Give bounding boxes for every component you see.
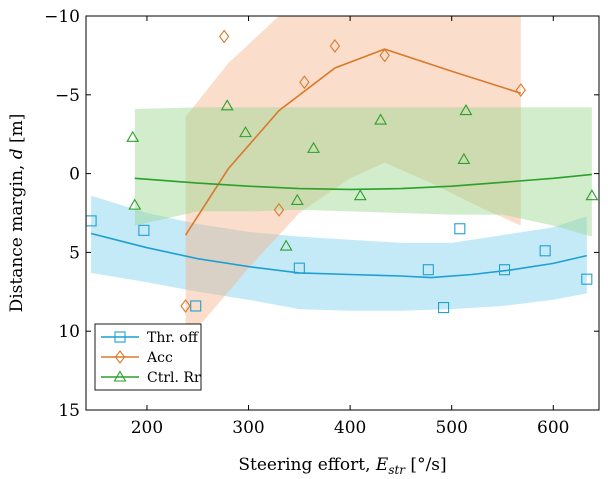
plot-frame: [85, 15, 600, 411]
y-tick-label: 15: [58, 401, 80, 421]
x-tick-label: 400: [334, 418, 366, 438]
point-ctrl-rr: [374, 113, 388, 125]
x-tick-label: 500: [435, 418, 467, 438]
fit-line-thr-off: [90, 232, 587, 279]
legend-label-acc: Acc: [146, 350, 173, 366]
band-thr-off: [91, 195, 587, 311]
point-ctrl-rr: [128, 198, 142, 210]
confidence-bands: [91, 16, 592, 332]
y-tick-label: 10: [58, 322, 80, 342]
point-acc: [515, 83, 526, 97]
point-ctrl-rr: [239, 126, 252, 138]
y-tick-label: 5: [69, 243, 80, 263]
y-tick-label: 0: [69, 165, 80, 185]
point-thr-off: [138, 224, 150, 236]
point-thr-off: [454, 223, 466, 235]
point-thr-off: [539, 245, 551, 257]
point-ctrl-rr: [457, 152, 471, 164]
legend-marker-ctrl-rr: [113, 370, 127, 382]
data-markers: [85, 29, 599, 314]
band-acc: [185, 16, 521, 332]
legend: Thr. off Acc Ctrl. Rr: [94, 323, 202, 391]
point-thr-off: [498, 264, 511, 276]
point-ctrl-rr: [220, 99, 234, 111]
y-tick-label: −5: [55, 86, 80, 106]
point-acc: [379, 48, 390, 63]
axis-ticks: 200 300 400 500 600 −10 −5 0 5 10 15: [44, 7, 599, 438]
point-ctrl-rr: [353, 189, 367, 201]
y-axis-label: Distance margin, d [m]: [7, 114, 27, 313]
point-ctrl-rr: [290, 193, 304, 205]
point-thr-off: [438, 302, 450, 314]
x-tick-label: 300: [232, 418, 264, 438]
point-acc: [218, 29, 230, 44]
fit-line-acc: [184, 48, 522, 236]
point-ctrl-rr: [279, 239, 293, 251]
legend-label-ctrl-rr: Ctrl. Rr: [147, 370, 201, 386]
point-ctrl-rr: [126, 130, 140, 142]
band-ctrl-rr: [134, 107, 592, 237]
legend-marker-thr-off: [114, 331, 126, 343]
point-acc: [329, 39, 341, 53]
point-thr-off: [581, 273, 593, 285]
point-acc: [273, 202, 285, 217]
point-thr-off: [293, 262, 305, 274]
x-axis-label: Steering effort, Estr [°/s]: [238, 455, 446, 477]
fit-line-ctrl-rr: [134, 173, 592, 191]
point-acc: [299, 75, 310, 90]
point-acc: [180, 299, 191, 313]
x-tick-label: 200: [131, 418, 163, 438]
point-ctrl-rr: [585, 189, 599, 201]
point-ctrl-rr: [459, 103, 473, 116]
fit-lines: [90, 48, 592, 279]
y-tick-label: −10: [44, 7, 80, 27]
legend-label-thr-off: Thr. off: [147, 330, 199, 346]
point-thr-off: [422, 264, 434, 276]
legend-marker-acc: [114, 350, 126, 364]
point-ctrl-rr: [307, 141, 321, 153]
x-tick-label: 600: [537, 418, 569, 438]
